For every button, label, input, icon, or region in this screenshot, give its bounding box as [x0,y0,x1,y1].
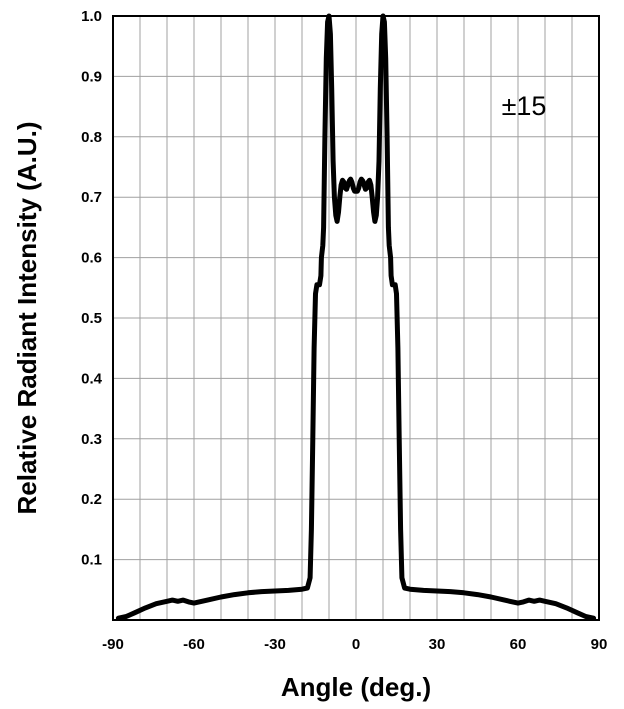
x-tick-label: 0 [352,636,360,653]
y-tick-label: 0.5 [81,310,102,327]
y-tick-label: 1.0 [81,8,102,25]
y-tick-label: 0.3 [81,431,102,448]
x-tick-label: -60 [183,636,205,653]
y-tick-label: 0.7 [81,189,102,206]
x-tick-label: -90 [102,636,124,653]
annotation-label: ±15 [502,91,547,121]
x-tick-label: -30 [264,636,286,653]
x-axis-title: Angle (deg.) [281,672,431,702]
x-tick-labels: -90 -60 -30 0 30 60 90 [102,636,607,653]
x-tick-label: 30 [429,636,446,653]
y-tick-label: 0.8 [81,129,102,146]
x-tick-label: 90 [591,636,608,653]
y-tick-label: 0.6 [81,250,102,267]
curve-layer [115,13,597,621]
grid [113,16,599,620]
y-axis-title: Relative Radiant Intensity (A.U.) [12,122,42,515]
series-line [115,13,597,621]
y-tick-label: 0.9 [81,68,102,85]
y-tick-labels: 0.1 0.2 0.3 0.4 0.5 0.6 0.7 0.8 0.9 1.0 [81,8,103,569]
y-tick-label: 0.4 [81,370,103,387]
plot-frame [112,15,600,621]
x-tick-label: 60 [510,636,527,653]
y-tick-label: 0.1 [81,552,102,569]
y-tick-label: 0.2 [81,491,102,508]
